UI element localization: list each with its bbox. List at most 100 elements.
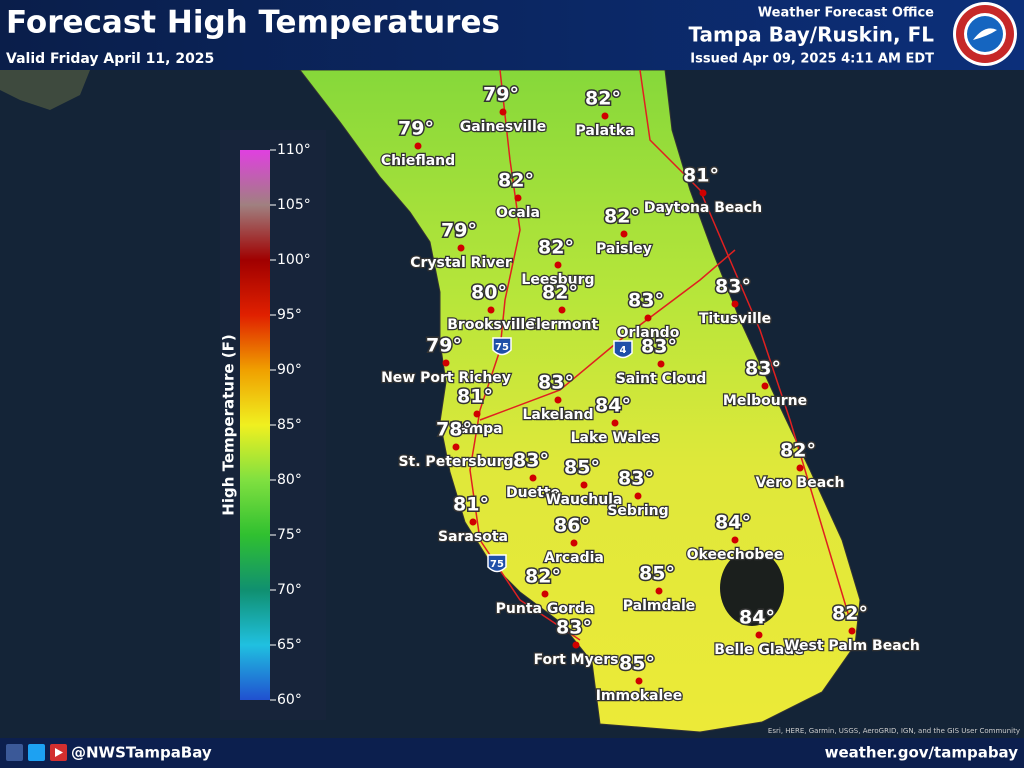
shield-number: 75 bbox=[490, 559, 504, 570]
temperature: 82° bbox=[542, 282, 578, 304]
temperature: 80° bbox=[471, 282, 507, 304]
city-dot bbox=[755, 631, 763, 639]
temperature: 82° bbox=[538, 237, 574, 259]
temperature: 81° bbox=[457, 386, 493, 408]
city-name: Tampa bbox=[451, 421, 502, 437]
city-name: Palmdale bbox=[623, 598, 695, 614]
temperature: 85° bbox=[619, 653, 655, 675]
city-name: Fort Myers bbox=[534, 652, 619, 668]
nws-logo bbox=[953, 2, 1017, 66]
city-name: Titusville bbox=[699, 311, 771, 327]
florida bbox=[298, 69, 861, 733]
temperature: 82° bbox=[525, 566, 561, 588]
city-dot bbox=[761, 382, 769, 390]
city-name: Vero Beach bbox=[756, 475, 845, 491]
city-name: Gainesville bbox=[460, 119, 547, 135]
temperature: 81° bbox=[683, 165, 719, 187]
city-name: Brooksville bbox=[447, 317, 534, 333]
city-name: Chiefland bbox=[381, 153, 455, 169]
land-west bbox=[0, 70, 90, 110]
legend-tick-label: 110° bbox=[277, 142, 311, 158]
city-name: St. Petersburg bbox=[398, 454, 513, 470]
subtitle: Valid Friday April 11, 2025 bbox=[6, 51, 214, 67]
city-dot bbox=[457, 244, 465, 252]
temperature: 83° bbox=[745, 358, 781, 380]
city-name: Punta Gorda bbox=[496, 601, 595, 617]
office: Weather Forecast Office bbox=[758, 6, 934, 21]
interstate-shield bbox=[487, 554, 507, 573]
temperature: 82° bbox=[604, 206, 640, 228]
facebook-icon[interactable] bbox=[6, 744, 23, 761]
city-name: Arcadia bbox=[544, 550, 604, 566]
city-name: Orlando bbox=[617, 325, 680, 341]
temperature: 84° bbox=[739, 607, 775, 629]
legend-tick-label: 65° bbox=[277, 637, 302, 653]
city-name: West Palm Beach bbox=[784, 638, 920, 654]
city-name: New Port Richey bbox=[381, 370, 511, 386]
interstate-shield bbox=[492, 337, 512, 356]
footer bbox=[0, 738, 1024, 768]
temperature: 79° bbox=[483, 84, 519, 106]
city-name: Daytona Beach bbox=[644, 200, 762, 216]
attribution: Esri, HERE, Garmin, USGS, AeroGRID, IGN,… bbox=[768, 727, 1020, 735]
legend-tick-label: 100° bbox=[277, 252, 311, 268]
color-bar bbox=[240, 150, 270, 700]
city-dot bbox=[848, 627, 856, 635]
city-dot bbox=[635, 677, 643, 685]
temperature: 82° bbox=[498, 170, 534, 192]
temperature: 83° bbox=[538, 372, 574, 394]
city-dot bbox=[601, 112, 609, 120]
city-name: Ocala bbox=[496, 205, 540, 221]
city-dot bbox=[644, 314, 652, 322]
temperature: 82° bbox=[832, 603, 868, 625]
city-dot bbox=[487, 306, 495, 314]
city-name: Crystal River bbox=[410, 255, 512, 271]
twitter-icon[interactable] bbox=[28, 744, 45, 761]
temperature: 85° bbox=[639, 563, 675, 585]
city-name: Lake Wales bbox=[571, 430, 660, 446]
city-name: Sebring bbox=[607, 503, 668, 519]
temperature: 79° bbox=[398, 118, 434, 140]
city-dot bbox=[655, 587, 663, 595]
city-dot bbox=[657, 360, 665, 368]
legend-tick-label: 90° bbox=[277, 362, 302, 378]
temperature: 83° bbox=[618, 468, 654, 490]
city-dot bbox=[611, 419, 619, 427]
website[interactable]: weather.gov/tampabay bbox=[825, 744, 1019, 762]
temperature: 82° bbox=[780, 440, 816, 462]
temperature: 83° bbox=[641, 336, 677, 358]
temperature: 81° bbox=[453, 494, 489, 516]
legend-tick-label: 85° bbox=[277, 417, 302, 433]
city-name: Melbourne bbox=[723, 393, 807, 409]
city-dot bbox=[580, 481, 588, 489]
shield-number: 4 bbox=[620, 345, 627, 356]
city-dot bbox=[634, 492, 642, 500]
city-dot bbox=[731, 536, 739, 544]
city-name: Duette bbox=[506, 485, 560, 501]
temperature: 85° bbox=[564, 457, 600, 479]
city-dot bbox=[469, 518, 477, 526]
legend-tick-label: 80° bbox=[277, 472, 302, 488]
city-name: Immokalee bbox=[596, 688, 683, 704]
temperature: 84° bbox=[595, 395, 631, 417]
city-name: Sarasota bbox=[438, 529, 508, 545]
city-name: Lakeland bbox=[522, 407, 593, 423]
legend-tick-label: 70° bbox=[277, 582, 302, 598]
legend-label: High Temperature (F) bbox=[220, 334, 238, 515]
legend-tick-label: 105° bbox=[277, 197, 311, 213]
city-dot bbox=[796, 464, 804, 472]
temperature: 83° bbox=[628, 290, 664, 312]
city-dot bbox=[731, 300, 739, 308]
city-dot bbox=[554, 396, 562, 404]
temperature: 83° bbox=[715, 276, 751, 298]
social-handle[interactable]: @NWSTampaBay bbox=[71, 744, 212, 762]
city-name: Wauchula bbox=[546, 492, 623, 508]
location: Tampa Bay/Ruskin, FL bbox=[688, 23, 934, 47]
title: Forecast High Temperatures bbox=[6, 5, 500, 41]
legend-tick-label: 75° bbox=[277, 527, 302, 543]
city-name: Palatka bbox=[575, 123, 634, 139]
city-name: Belle Glade bbox=[714, 642, 803, 658]
city-dot bbox=[414, 142, 422, 150]
city-dot bbox=[529, 474, 537, 482]
